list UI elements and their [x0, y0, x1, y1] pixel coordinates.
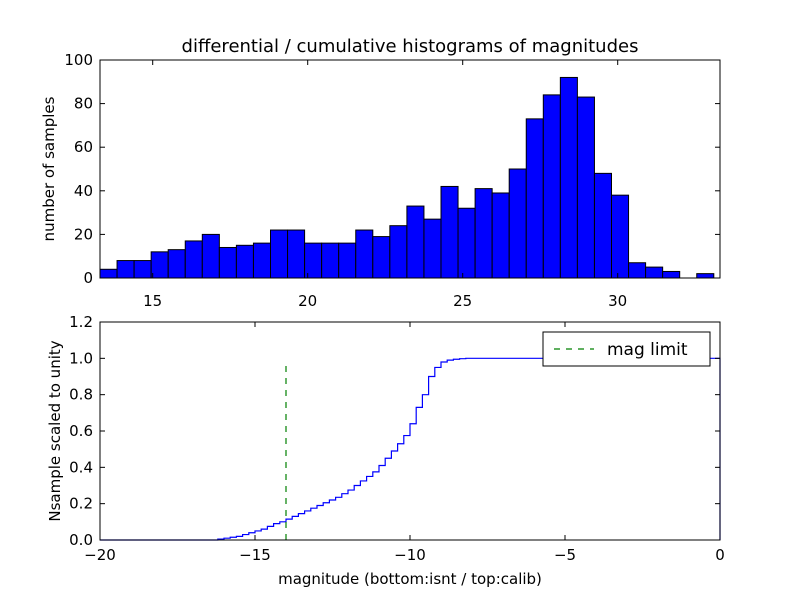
- top-y-tick-label: 20: [74, 225, 93, 243]
- bottom-y-axis-label: Nsample scaled to unity: [46, 340, 64, 521]
- histogram-bar: [593, 172, 613, 279]
- top-y-axis-label: number of samples: [40, 96, 58, 241]
- legend: mag limit: [542, 331, 711, 367]
- top-panel: differential / cumulative histograms of …: [40, 36, 721, 310]
- bottom-ticks: −20 −15 −10 −5 0 0.0 0.2 0.4 0.6 0.8 1.0 1.2: [69, 313, 725, 564]
- bottom-y-tick-label: 1.0: [69, 349, 93, 367]
- top-y-tick-label: 0: [83, 269, 93, 287]
- bottom-x-tick-label: −10: [394, 546, 426, 564]
- histogram-bar: [559, 76, 578, 279]
- histogram-bar: [133, 260, 152, 279]
- bottom-y-tick-label: 0.0: [69, 531, 93, 549]
- chart-title: differential / cumulative histograms of …: [182, 36, 639, 57]
- top-ticks: 15 20 25 30 0 20 40 60 80 100: [64, 51, 720, 310]
- histogram-bar: [628, 262, 647, 279]
- histogram-bar: [184, 240, 203, 279]
- histogram-bar: [167, 249, 186, 279]
- bottom-x-axis-label: magnitude (bottom:isnt / top:calib): [278, 570, 542, 588]
- histogram-bar: [474, 188, 493, 279]
- histogram-bar: [696, 273, 715, 279]
- bottom-x-tick-label: −5: [554, 546, 576, 564]
- histogram-bar: [440, 185, 459, 279]
- histogram-bar: [576, 96, 595, 279]
- bottom-panel: −20 −15 −10 −5 0 0.0 0.2 0.4 0.6 0.8 1.0 1.2 magnit…: [46, 313, 725, 588]
- cumulative-step-line: [100, 357, 721, 541]
- bottom-y-tick-label: 0.4: [69, 458, 93, 476]
- histogram-bar: [355, 229, 374, 279]
- top-y-tick-label: 100: [64, 51, 93, 69]
- histogram-bar: [270, 229, 289, 279]
- histogram-bar: [662, 270, 681, 279]
- histogram-bar: [252, 242, 271, 279]
- top-axes-frame: [99, 59, 721, 279]
- legend-label: mag limit: [607, 340, 688, 360]
- histogram-bar: [423, 218, 442, 279]
- bottom-y-tick-label: 0.6: [69, 422, 93, 440]
- histogram-bar: [338, 242, 357, 279]
- histogram-bar: [150, 251, 169, 279]
- histogram-bar: [218, 246, 237, 279]
- bottom-lines: [100, 357, 721, 541]
- histogram-bar: [542, 94, 561, 279]
- histogram-bar: [645, 266, 664, 279]
- histogram-bar: [235, 244, 254, 279]
- histogram-bar: [287, 229, 306, 279]
- histogram-bar: [389, 225, 408, 279]
- top-y-tick-label: 60: [74, 138, 93, 156]
- histogram-bar: [406, 205, 425, 279]
- top-x-tick-label: 15: [143, 292, 162, 310]
- bottom-x-tick-label: 0: [715, 546, 725, 564]
- histogram-bar: [99, 268, 118, 279]
- histogram-bar: [116, 260, 135, 279]
- bottom-y-tick-label: 0.2: [69, 495, 93, 513]
- histogram-bar: [304, 242, 323, 279]
- top-x-tick-label: 25: [453, 292, 472, 310]
- histogram-bar: [457, 207, 476, 279]
- histogram-bar: [508, 168, 527, 279]
- histogram-bar: [491, 192, 510, 279]
- bottom-y-tick-label: 0.8: [69, 386, 93, 404]
- top-y-tick-label: 40: [74, 182, 93, 200]
- bottom-y-tick-label: 1.2: [69, 313, 93, 331]
- histogram-bar: [372, 236, 391, 279]
- top-x-tick-label: 30: [608, 292, 627, 310]
- top-y-tick-label: 80: [74, 95, 93, 113]
- top-x-tick-label: 20: [298, 292, 317, 310]
- histogram-bar: [525, 118, 544, 279]
- bottom-x-tick-label: −20: [84, 546, 116, 564]
- histogram-bar: [321, 242, 340, 279]
- top-bars: [99, 76, 715, 279]
- histogram-bar: [201, 233, 220, 279]
- bottom-x-tick-label: −15: [239, 546, 271, 564]
- histogram-bar: [611, 194, 630, 279]
